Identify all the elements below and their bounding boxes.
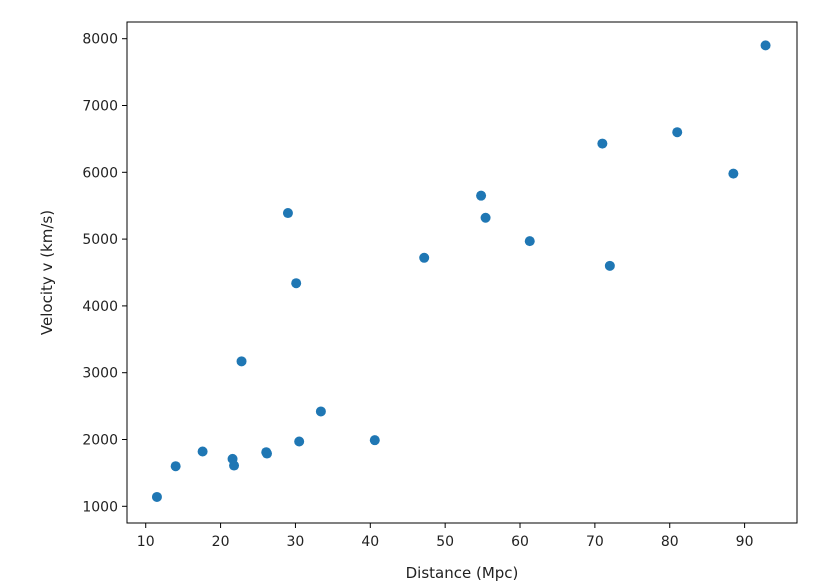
scatter-point [728, 168, 739, 179]
y-tick-label: 3000 [82, 366, 118, 382]
y-tick-label: 2000 [82, 433, 118, 449]
scatter-point [419, 252, 430, 263]
scatter-point [291, 278, 302, 289]
scatter-point [524, 236, 535, 247]
scatter-point [604, 260, 615, 271]
y-axis-ticks: 1000 2000 3000 4000 5000 6000 7000 8000 [82, 32, 127, 515]
scatter-point [236, 356, 247, 367]
plot-frame [126, 21, 798, 524]
y-tick-label: 7000 [82, 99, 118, 115]
scatter-point [480, 212, 491, 223]
scatter-point [476, 190, 487, 201]
data-points [151, 40, 771, 502]
x-tick-label: 70 [586, 534, 604, 550]
x-tick-label: 90 [736, 534, 754, 550]
scatter-point [315, 406, 326, 417]
x-tick-label: 50 [436, 534, 454, 550]
x-tick-label: 40 [361, 534, 379, 550]
scatter-point [229, 460, 240, 471]
x-axis-ticks: 10 20 30 40 50 60 70 80 90 [137, 523, 754, 550]
y-tick-label: 1000 [82, 499, 118, 515]
x-tick-label: 60 [511, 534, 529, 550]
scatter-point [151, 491, 162, 502]
scatter-point [597, 138, 608, 149]
x-tick-label: 10 [137, 534, 155, 550]
x-tick-label: 80 [661, 534, 679, 550]
scatter-point [170, 461, 181, 472]
x-tick-label: 30 [287, 534, 305, 550]
y-tick-label: 4000 [82, 299, 118, 315]
y-tick-label: 6000 [82, 165, 118, 181]
scatter-point [294, 436, 305, 447]
scatter-point [760, 40, 771, 51]
y-tick-label: 8000 [82, 32, 118, 48]
scatter-point [369, 435, 380, 446]
scatter-point [672, 127, 683, 138]
scatter-point [282, 208, 293, 219]
x-axis-label: Distance (Mpc) [406, 564, 519, 582]
x-tick-label: 20 [212, 534, 230, 550]
y-axis-label: Velocity v (km/s) [38, 210, 56, 335]
scatter-point [197, 446, 208, 457]
scatter-point [261, 448, 272, 459]
y-tick-label: 5000 [82, 232, 118, 248]
